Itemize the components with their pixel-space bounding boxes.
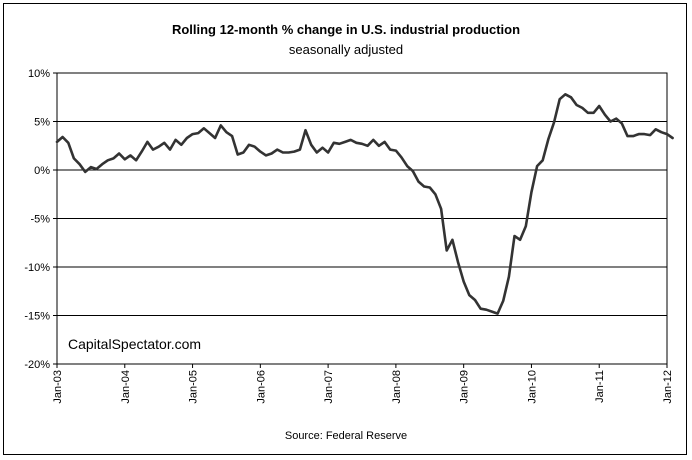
y-tick-label: -20% xyxy=(24,359,50,371)
series-group xyxy=(55,93,674,315)
y-tick-label: 5% xyxy=(34,117,50,129)
y-axis-ticks: 10% 5% 0% -5% -10% -15% -20% xyxy=(24,68,57,371)
y-tick-label: -10% xyxy=(24,262,50,274)
chart-title: Rolling 12-month % change in U.S. indust… xyxy=(171,22,521,37)
x-tick-label: Jan-09 xyxy=(459,370,471,404)
x-tick-label: Jan-05 xyxy=(188,370,200,404)
x-tick-label: Jan-10 xyxy=(526,370,538,404)
chart-subtitle: seasonally adjusted xyxy=(288,42,404,57)
x-tick-label: Jan-06 xyxy=(255,370,267,404)
y-tick-label: 10% xyxy=(28,68,50,80)
watermark-text: CapitalSpectator.com xyxy=(68,336,202,352)
x-axis-ticks: Jan-03 Jan-04 Jan-05 Jan-06 Jan-07 Jan-08 Jan-… xyxy=(52,364,674,404)
grid-lines xyxy=(57,121,667,316)
y-tick-label: 0% xyxy=(34,165,50,177)
x-tick-label: Jan-11 xyxy=(594,370,606,403)
series-line xyxy=(55,93,674,315)
x-tick-label: Jan-03 xyxy=(52,370,64,404)
x-tick-label: Jan-08 xyxy=(391,370,403,404)
x-tick-label: Jan-12 xyxy=(662,370,674,404)
y-tick-label: -15% xyxy=(24,311,50,323)
y-tick-label: -5% xyxy=(30,214,50,226)
x-tick-label: Jan-07 xyxy=(323,370,335,404)
source-note: Source: Federal Reserve xyxy=(284,430,408,442)
x-tick-label: Jan-04 xyxy=(120,370,132,404)
chart-frame xyxy=(3,3,687,455)
